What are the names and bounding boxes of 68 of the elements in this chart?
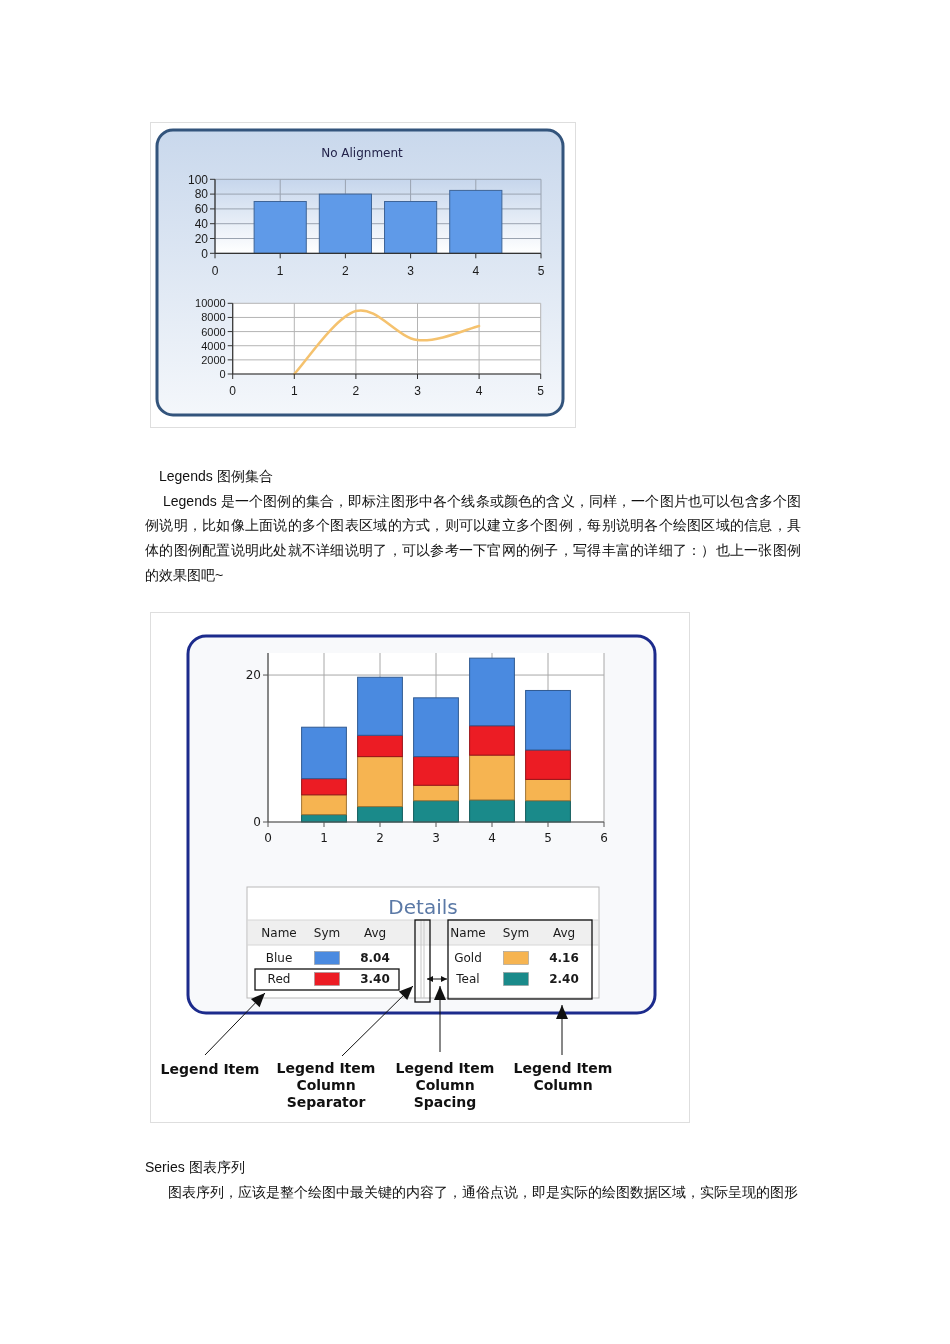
- bar: [413, 784, 459, 802]
- text: Series 图表序列: [145, 1158, 246, 1177]
- x-tick-label: 4: [475, 384, 483, 398]
- y-tick-label: 8000: [201, 311, 226, 324]
- bar: [413, 756, 459, 786]
- text: 4.16: [549, 951, 579, 965]
- bar: [525, 749, 571, 780]
- text: 2.40: [549, 972, 579, 986]
- chart-title: No Alignment: [321, 146, 404, 160]
- x-tick-label: 1: [276, 263, 284, 278]
- y-tick-label: 20: [194, 231, 209, 246]
- text: Name: [450, 925, 486, 940]
- y-tick-label: 40: [194, 217, 209, 232]
- x-tick-label: 3: [432, 831, 440, 845]
- bar: [301, 726, 347, 780]
- x-tick-label: 6: [600, 831, 608, 845]
- x-tick-label: 2: [376, 831, 384, 845]
- x-tick-label: 1: [320, 831, 328, 845]
- y-tick-label: 60: [194, 202, 209, 217]
- y-tick-label: 2000: [201, 353, 226, 366]
- x-tick-label: 2: [342, 263, 350, 278]
- text: 8.04: [360, 951, 390, 965]
- text: Avg: [363, 925, 387, 940]
- text: Sym: [502, 925, 530, 940]
- x-tick-label: 3: [414, 384, 422, 398]
- x-tick-label: 1: [290, 384, 298, 398]
- bar: [469, 754, 515, 801]
- text: Legends 图例集合: [158, 467, 274, 486]
- x-tick-label: 0: [264, 831, 272, 845]
- x-tick-label: 2: [352, 384, 360, 398]
- x-tick-label: 0: [229, 384, 237, 398]
- bar: [413, 697, 459, 758]
- bar: [301, 794, 347, 816]
- y-tick-label: 6000: [201, 325, 226, 338]
- x-tick-label: 5: [544, 831, 552, 845]
- x-tick-label: 4: [472, 263, 480, 278]
- bar: [357, 734, 403, 758]
- legend-label: Gold: [454, 951, 482, 965]
- text: Legends 是一个图例的集合，即标注图形中各个线条或颜色的含义，同样，一个图片也可以包含多个图例说明，比如像上面说的多个图表区域的方式，则可以建立多个图例，每别说明各个绘图区域的信息，具体的图例配置说明此处就不详细说明了，可以参考一下官网的例子，写得丰富的详细了：）也上一张图例的效果图吧~: [145, 491, 801, 585]
- x-tick-label: 5: [537, 384, 545, 398]
- y-tick-label: 0: [201, 246, 209, 261]
- legend-title: Details: [388, 895, 458, 919]
- bar: [525, 689, 571, 751]
- bar: [525, 778, 571, 802]
- y-tick-label: 100: [187, 172, 209, 187]
- x-tick-label: 5: [537, 263, 545, 278]
- bar: [469, 725, 515, 756]
- bar: [413, 800, 459, 823]
- y-tick-label: 0: [219, 367, 226, 380]
- legend-label: Blue: [265, 951, 293, 965]
- x-tick-label: 3: [407, 263, 415, 278]
- legend-label: Red: [267, 972, 291, 986]
- bar: [469, 657, 515, 727]
- y-tick-label: 20: [245, 668, 261, 683]
- bar: [301, 778, 347, 796]
- y-tick-label: 10000: [195, 297, 226, 310]
- text: Sym: [313, 925, 341, 940]
- y-tick-label: 4000: [201, 339, 226, 352]
- text: Name: [261, 925, 297, 940]
- x-tick-label: 4: [488, 831, 496, 845]
- y-tick-label: 80: [194, 187, 209, 202]
- bar: [357, 756, 403, 808]
- bar: [525, 800, 571, 823]
- text: 图表序列，应该是整个绘图中最关键的内容了，通俗点说，即是实际的绘图数据区域，实际呈现的图形: [167, 1182, 799, 1202]
- text: Avg: [552, 925, 576, 940]
- text: 3.40: [360, 972, 390, 986]
- legend-label: Teal: [455, 972, 480, 986]
- bar: [357, 676, 403, 736]
